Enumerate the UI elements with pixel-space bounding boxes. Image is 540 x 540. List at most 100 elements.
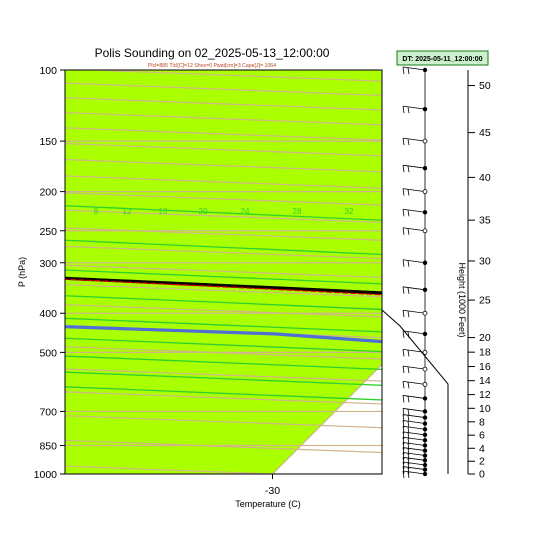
wind-station-marker <box>422 427 428 432</box>
wind-barb <box>402 436 426 441</box>
wind-station-marker <box>422 366 428 372</box>
isotherm-band <box>65 70 382 474</box>
wind-profile <box>381 66 449 479</box>
wind-barb-flag <box>402 330 405 338</box>
wind-station-marker <box>422 260 428 265</box>
height-tick-label: 10 <box>479 403 491 415</box>
datetime-box: DT: 2025-05-11_12:00:00 <box>396 50 489 66</box>
moist-adiabat-label: 16 <box>159 207 168 216</box>
wind-barb <box>402 348 426 353</box>
wind-barb <box>402 395 426 399</box>
wind-barb-flag <box>402 437 405 445</box>
wind-barb-flag <box>402 165 405 173</box>
wind-barb <box>402 365 426 370</box>
wind-barb-flag <box>402 457 405 465</box>
wind-station-marker <box>422 467 428 472</box>
height-tick-label: 40 <box>479 172 491 184</box>
wind-barb-flag <box>402 395 405 403</box>
wind-barb-flag <box>407 471 410 479</box>
p-tick-label: 1000 <box>34 469 58 481</box>
wind-station-marker <box>422 138 428 144</box>
wind-barb-flag <box>402 138 405 146</box>
wind-barb-flag <box>402 420 405 428</box>
wind-station-marker <box>422 287 428 293</box>
wind-station-marker <box>422 210 428 215</box>
wind-barb-flag <box>407 189 410 196</box>
wind-barb-flag <box>407 67 410 75</box>
p-tick-label: 300 <box>39 258 57 270</box>
moist-adiabat-label: 12 <box>123 207 132 216</box>
wind-station-marker <box>422 448 428 453</box>
wind-barb-flag <box>407 443 410 450</box>
wind-barb-flag <box>402 259 405 267</box>
x-axis-label: Temperature (C) <box>235 499 301 509</box>
wind-barb-flag <box>407 432 410 439</box>
wind-station-marker <box>422 409 428 414</box>
wind-barb-flag <box>407 350 410 357</box>
wind-barb <box>402 461 426 466</box>
wind-station-marker <box>422 471 428 477</box>
wind-barb-flag <box>407 453 410 460</box>
wind-station-marker <box>422 443 428 448</box>
p-tick-label: 150 <box>39 136 57 148</box>
p-tick-label: 700 <box>39 406 57 418</box>
wind-station-marker <box>422 396 428 401</box>
wind-barb-flag <box>407 210 410 217</box>
wind-barb <box>402 105 426 110</box>
wind-barb-flag <box>402 381 405 389</box>
dry-adiabat <box>65 227 382 241</box>
wind-station-marker <box>422 438 428 443</box>
wind-barb-flag <box>407 438 410 445</box>
chart-subtitle: Plcl=885 Tlcl[C]=12 Shox=0 Pwat[cm]=3 Ca… <box>148 63 276 69</box>
wind-station-marker <box>422 381 428 387</box>
wind-barb-flag <box>402 442 405 450</box>
wind-barb-flag <box>402 366 405 374</box>
p-tick-label: 400 <box>39 308 57 320</box>
moist-adiabat <box>65 371 382 386</box>
wind-barb <box>402 259 426 264</box>
height-tick-label: 25 <box>479 295 491 307</box>
p-tick-label: 500 <box>39 347 57 359</box>
wind-station-marker <box>422 106 428 112</box>
p-tick-label: 200 <box>39 187 57 199</box>
wind-barb-flag <box>407 139 410 146</box>
wind-barb <box>402 227 426 232</box>
wind-barb-flag <box>407 287 410 294</box>
wind-barb-flag <box>402 209 405 217</box>
wind-barb-flag <box>407 166 410 173</box>
wind-barb <box>402 414 426 418</box>
wind-barb-flag <box>402 188 405 196</box>
height-tick-label: 18 <box>479 347 491 359</box>
moist-adiabat <box>65 269 382 285</box>
datetime-label: DT: 2025-05-11_12:00:00 <box>402 56 482 63</box>
plot-frame <box>64 69 383 475</box>
wind-barb-flag <box>402 408 405 416</box>
moist-adiabat-label: 20 <box>199 207 208 216</box>
wind-station-marker <box>422 349 428 355</box>
wind-barb-flag <box>407 311 410 318</box>
wind-barb-flag <box>402 310 405 318</box>
height-tick-label: 30 <box>479 255 491 267</box>
wind-barb <box>402 66 426 71</box>
wind-barb <box>402 447 426 451</box>
wind-barb <box>402 466 426 470</box>
wind-station-marker <box>422 310 428 316</box>
wind-barb-flag <box>407 260 410 267</box>
moist-adiabat-label: 28 <box>293 207 302 216</box>
height-tick-label: 8 <box>479 416 485 428</box>
wind-barb <box>402 137 426 142</box>
moist-adiabat-label: 8 <box>94 207 99 216</box>
wind-barb-flag <box>402 106 405 114</box>
dewpoint-line <box>65 325 382 344</box>
height-tick-label: 12 <box>479 389 491 401</box>
wind-barb-flag <box>402 66 405 75</box>
wind-station-marker <box>422 67 428 73</box>
moist-adiabat-label: 24 <box>241 207 250 216</box>
wind-station-marker <box>422 228 428 234</box>
p-tick-label: 250 <box>39 226 57 238</box>
axes: 02468101214161820253035404550-30-20-1001… <box>34 65 491 497</box>
height-tick-label: 4 <box>479 443 485 455</box>
y-axis-label: P (hPa) <box>17 257 27 287</box>
wind-barb-flag <box>407 228 410 235</box>
